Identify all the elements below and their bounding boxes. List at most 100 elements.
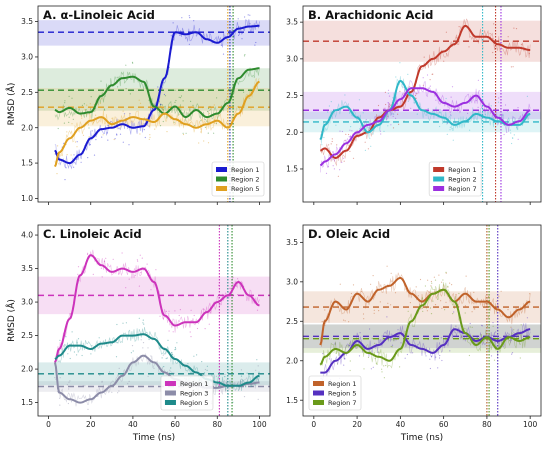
raw-point — [365, 119, 367, 121]
raw-point — [398, 123, 400, 125]
raw-point — [204, 126, 206, 128]
raw-point — [72, 118, 74, 120]
raw-point — [207, 121, 209, 123]
raw-point — [166, 131, 168, 133]
panel-c: 1.5 2.0 2.5 3.0 3.5 4.0 0 20 40 60 80 100 C. Linolei… — [5, 224, 271, 443]
raw-point — [202, 308, 204, 310]
raw-point — [438, 274, 440, 276]
raw-point — [381, 371, 383, 373]
raw-point — [328, 144, 330, 146]
raw-point — [240, 378, 243, 380]
raw-point — [68, 381, 70, 383]
xtick-label: 100 — [523, 420, 538, 429]
raw-point — [385, 103, 387, 106]
raw-point — [435, 356, 437, 358]
raw-point — [195, 35, 197, 37]
raw-point — [493, 23, 495, 25]
raw-point — [399, 62, 401, 64]
raw-point — [190, 309, 192, 311]
raw-point — [348, 136, 350, 138]
raw-point — [208, 112, 210, 115]
raw-point — [474, 308, 476, 310]
raw-point — [450, 115, 452, 117]
raw-point — [122, 141, 124, 143]
raw-point — [388, 106, 390, 108]
raw-point — [431, 73, 433, 75]
raw-point — [385, 288, 387, 290]
raw-point — [147, 347, 149, 349]
raw-point — [66, 154, 68, 156]
raw-point — [387, 102, 389, 104]
raw-point — [174, 101, 176, 103]
raw-point — [170, 35, 172, 37]
raw-point — [139, 133, 141, 135]
raw-point — [498, 295, 500, 297]
raw-point — [495, 300, 497, 302]
raw-point — [101, 381, 103, 383]
raw-point — [193, 355, 195, 357]
raw-point — [335, 124, 337, 126]
raw-point — [388, 121, 391, 123]
raw-point — [350, 292, 352, 295]
raw-point — [92, 122, 95, 124]
raw-point — [334, 342, 336, 344]
raw-point — [394, 292, 397, 294]
raw-point — [105, 257, 107, 259]
raw-point — [238, 34, 240, 36]
raw-point — [467, 112, 469, 114]
raw-point — [437, 298, 439, 300]
raw-trace — [54, 326, 260, 392]
raw-point — [377, 351, 379, 354]
raw-point — [426, 310, 428, 312]
raw-point — [165, 357, 167, 360]
raw-point — [146, 263, 148, 265]
raw-point — [73, 166, 75, 168]
ytick-label: 2.5 — [21, 331, 33, 340]
raw-point — [148, 99, 150, 101]
raw-point — [56, 173, 58, 175]
raw-point — [513, 27, 515, 29]
raw-point — [484, 113, 486, 115]
raw-point — [157, 86, 159, 88]
series-line — [319, 79, 531, 141]
xtick-label: 80 — [482, 420, 492, 429]
raw-point — [179, 97, 182, 99]
raw-point — [517, 107, 519, 109]
raw-point — [513, 134, 515, 136]
raw-point — [86, 113, 88, 115]
legend-swatch — [216, 167, 227, 172]
raw-point — [452, 139, 454, 141]
raw-point — [80, 161, 82, 163]
raw-point — [117, 392, 119, 394]
raw-point — [341, 161, 343, 163]
raw-point — [362, 112, 364, 114]
raw-point — [103, 260, 106, 262]
raw-point — [492, 325, 494, 327]
legend-swatch — [164, 381, 176, 386]
raw-point — [390, 304, 392, 306]
raw-point — [432, 300, 434, 302]
raw-point — [445, 100, 447, 102]
raw-point — [363, 368, 365, 370]
raw-point — [412, 352, 414, 354]
raw-point — [471, 326, 473, 328]
raw-point — [489, 33, 491, 35]
raw-point — [423, 56, 425, 58]
raw-point — [254, 44, 256, 46]
raw-point — [164, 316, 166, 318]
raw-point — [241, 38, 243, 40]
raw-point — [469, 129, 471, 131]
raw-point — [360, 290, 362, 293]
raw-point — [129, 113, 131, 115]
raw-point — [100, 267, 102, 269]
raw-point — [158, 111, 160, 113]
raw-point — [162, 317, 164, 319]
raw-point — [174, 346, 176, 349]
raw-point — [150, 355, 152, 357]
raw-point — [73, 154, 75, 156]
raw-point — [349, 136, 351, 138]
raw-point — [169, 369, 171, 371]
raw-point — [160, 103, 162, 105]
raw-point — [180, 95, 183, 97]
raw-point — [208, 323, 210, 325]
